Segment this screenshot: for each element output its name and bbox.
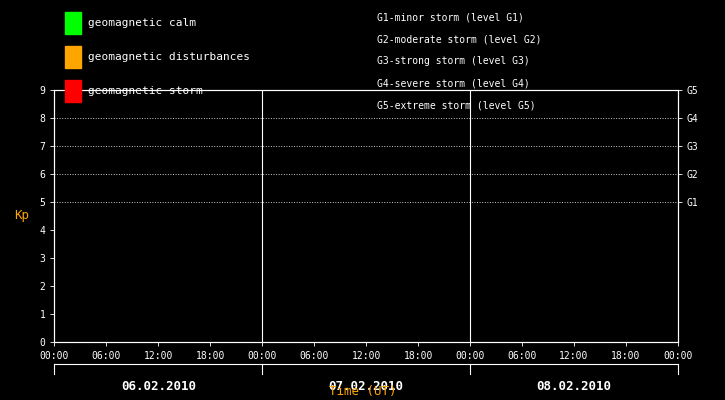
Text: G4-severe storm (level G4): G4-severe storm (level G4) — [377, 78, 530, 88]
Text: geomagnetic calm: geomagnetic calm — [88, 18, 196, 28]
Text: G5-extreme storm (level G5): G5-extreme storm (level G5) — [377, 100, 536, 110]
Text: Time (UT): Time (UT) — [328, 385, 397, 398]
Text: 08.02.2010: 08.02.2010 — [536, 380, 611, 393]
Text: G1-minor storm (level G1): G1-minor storm (level G1) — [377, 12, 524, 22]
Text: G3-strong storm (level G3): G3-strong storm (level G3) — [377, 56, 530, 66]
Text: G2-moderate storm (level G2): G2-moderate storm (level G2) — [377, 34, 542, 44]
Text: geomagnetic storm: geomagnetic storm — [88, 86, 203, 96]
Text: Kp: Kp — [14, 210, 29, 222]
Text: geomagnetic disturbances: geomagnetic disturbances — [88, 52, 250, 62]
Text: 06.02.2010: 06.02.2010 — [121, 380, 196, 393]
Text: 07.02.2010: 07.02.2010 — [328, 380, 404, 393]
